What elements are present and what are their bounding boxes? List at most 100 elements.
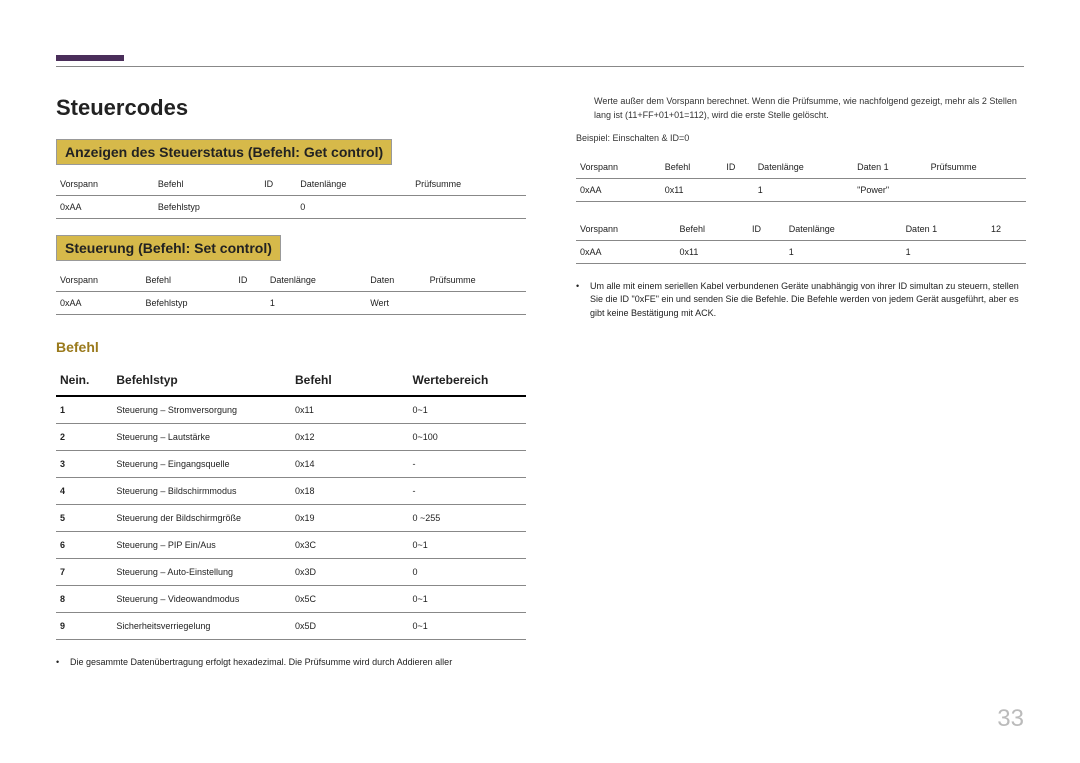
td: Steuerung – Stromversorgung xyxy=(112,396,291,424)
section-befehl: Befehl xyxy=(56,337,99,357)
td: 0 xyxy=(408,559,526,586)
th: ID xyxy=(260,173,296,196)
th-typ: Befehlstyp xyxy=(112,365,291,396)
th: Daten 1 xyxy=(853,156,926,179)
table-row: 9Sicherheitsverriegelung0x5D0~1 xyxy=(56,613,526,640)
th: Vorspann xyxy=(576,156,661,179)
td: 0~1 xyxy=(408,532,526,559)
td: 0x14 xyxy=(291,451,409,478)
td xyxy=(722,178,753,201)
td: Sicherheitsverriegelung xyxy=(112,613,291,640)
td: 0xAA xyxy=(576,178,661,201)
td: 0x3C xyxy=(291,532,409,559)
th: ID xyxy=(748,218,785,241)
td: 0~1 xyxy=(408,396,526,424)
th: 12 xyxy=(987,218,1026,241)
table-row: 5Steuerung der Bildschirmgröße0x190 ~255 xyxy=(56,505,526,532)
th: Befehl xyxy=(154,173,260,196)
td: 0xAA xyxy=(576,240,676,263)
th: Vorspann xyxy=(56,269,141,292)
td: Steuerung – Auto-Einstellung xyxy=(112,559,291,586)
td: 0~1 xyxy=(408,613,526,640)
th: Befehl xyxy=(676,218,748,241)
th: ID xyxy=(722,156,753,179)
td: 0x11 xyxy=(291,396,409,424)
th-befehl: Befehl xyxy=(291,365,409,396)
th: Daten xyxy=(366,269,425,292)
td: 0~1 xyxy=(408,586,526,613)
table-example-2: Vorspann Befehl ID Datenlänge Daten 1 12… xyxy=(576,218,1026,264)
th: Datenlänge xyxy=(785,218,902,241)
td xyxy=(927,178,1026,201)
example-label: Beispiel: Einschalten & ID=0 xyxy=(576,132,1026,146)
td: - xyxy=(408,478,526,505)
right-intro: Werte außer dem Vorspann berechnet. Wenn… xyxy=(594,95,1026,122)
table-row: 7Steuerung – Auto-Einstellung0x3D0 xyxy=(56,559,526,586)
table-row: 3Steuerung – Eingangsquelle0x14- xyxy=(56,451,526,478)
td: Wert xyxy=(366,292,425,315)
td: 0xAA xyxy=(56,196,154,219)
td: 0x3D xyxy=(291,559,409,586)
td: Steuerung – Eingangsquelle xyxy=(112,451,291,478)
th: Daten 1 xyxy=(902,218,987,241)
th: Vorspann xyxy=(56,173,154,196)
td: 0x19 xyxy=(291,505,409,532)
td: 1 xyxy=(785,240,902,263)
th: Datenlänge xyxy=(754,156,853,179)
td: 8 xyxy=(56,586,112,613)
td: Steuerung – PIP Ein/Aus xyxy=(112,532,291,559)
th: Prüfsumme xyxy=(426,269,526,292)
td: 2 xyxy=(56,424,112,451)
table-example-1: Vorspann Befehl ID Datenlänge Daten 1 Pr… xyxy=(576,156,1026,202)
td: Befehlstyp xyxy=(154,196,260,219)
td xyxy=(748,240,785,263)
th: Prüfsumme xyxy=(411,173,526,196)
td: 0x5C xyxy=(291,586,409,613)
bullet-icon: • xyxy=(576,280,590,321)
table-row: 2Steuerung – Lautstärke0x120~100 xyxy=(56,424,526,451)
td: 0x18 xyxy=(291,478,409,505)
td: Steuerung – Bildschirmmodus xyxy=(112,478,291,505)
td: 0x11 xyxy=(661,178,723,201)
td: Steuerung der Bildschirmgröße xyxy=(112,505,291,532)
page-title: Steuercodes xyxy=(56,95,526,121)
left-column: Steuercodes Anzeigen des Steuerstatus (B… xyxy=(56,95,526,678)
section-set-control: Steuerung (Befehl: Set control) xyxy=(56,235,281,261)
td xyxy=(411,196,526,219)
td: Befehlstyp xyxy=(141,292,234,315)
right-footnote: • Um alle mit einem seriellen Kabel verb… xyxy=(576,280,1026,321)
page-number: 33 xyxy=(997,705,1024,733)
td: 3 xyxy=(56,451,112,478)
td xyxy=(234,292,266,315)
td: 6 xyxy=(56,532,112,559)
th: Vorspann xyxy=(576,218,676,241)
td: 0 xyxy=(296,196,411,219)
footnote-text: Um alle mit einem seriellen Kabel verbun… xyxy=(590,280,1026,321)
bullet-icon: • xyxy=(56,656,70,670)
td xyxy=(987,240,1026,263)
td: "Power" xyxy=(853,178,926,201)
top-rule xyxy=(56,66,1024,67)
th: Befehl xyxy=(661,156,723,179)
accent-bar xyxy=(56,55,124,61)
right-column: Werte außer dem Vorspann berechnet. Wenn… xyxy=(576,95,1026,328)
table-row: 6Steuerung – PIP Ein/Aus0x3C0~1 xyxy=(56,532,526,559)
td: Steuerung – Lautstärke xyxy=(112,424,291,451)
td: 0x5D xyxy=(291,613,409,640)
table-get-control: Vorspann Befehl ID Datenlänge Prüfsumme … xyxy=(56,173,526,219)
th: Befehl xyxy=(141,269,234,292)
td: 0~100 xyxy=(408,424,526,451)
table-set-control: Vorspann Befehl ID Datenlänge Daten Prüf… xyxy=(56,269,526,315)
td xyxy=(260,196,296,219)
table-commands: Nein. Befehlstyp Befehl Wertebereich 1St… xyxy=(56,365,526,640)
td: Steuerung – Videowandmodus xyxy=(112,586,291,613)
th-wertebereich: Wertebereich xyxy=(408,365,526,396)
td: 0x11 xyxy=(676,240,748,263)
th-nein: Nein. xyxy=(56,365,112,396)
td: 1 xyxy=(754,178,853,201)
th: Datenlänge xyxy=(296,173,411,196)
footnote-text: Die gesammte Datenübertragung erfolgt he… xyxy=(70,656,452,670)
td: 1 xyxy=(266,292,366,315)
table-row: 4Steuerung – Bildschirmmodus0x18- xyxy=(56,478,526,505)
section-get-control: Anzeigen des Steuerstatus (Befehl: Get c… xyxy=(56,139,392,165)
